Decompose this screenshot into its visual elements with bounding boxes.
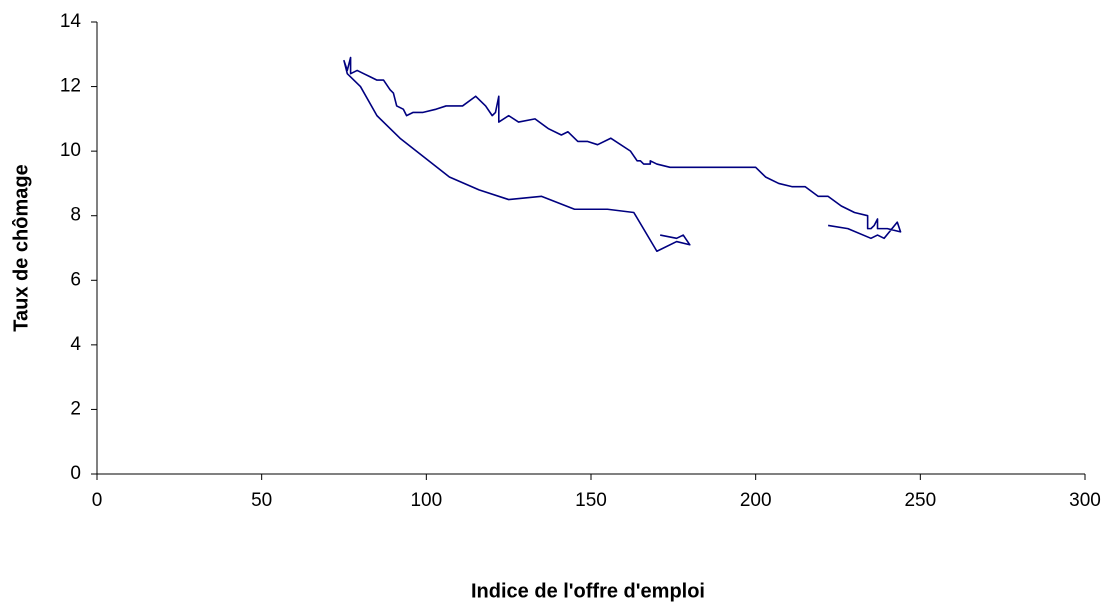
x-tick-label: 150 [575,490,607,511]
x-tick-label: 200 [740,490,772,511]
y-tick-label: 6 [70,269,81,290]
y-tick-label: 0 [70,463,81,484]
data-line [343,56,902,253]
x-tick-label: 0 [92,490,103,511]
x-tick-label: 50 [251,490,272,511]
y-tick-label: 8 [70,205,81,226]
y-tick-label: 4 [70,334,81,355]
x-axis-label: Indice de l'offre d'emploi [471,580,705,602]
y-tick-label: 12 [60,76,81,97]
y-tick-label: 10 [60,140,81,161]
y-axis-label: Taux de chômage [10,164,32,331]
x-tick-label: 250 [904,490,936,511]
y-tick-label: 14 [60,11,82,32]
x-tick-label: 300 [1069,490,1101,511]
x-tick-label: 100 [410,490,442,511]
y-tick-label: 2 [70,398,81,419]
